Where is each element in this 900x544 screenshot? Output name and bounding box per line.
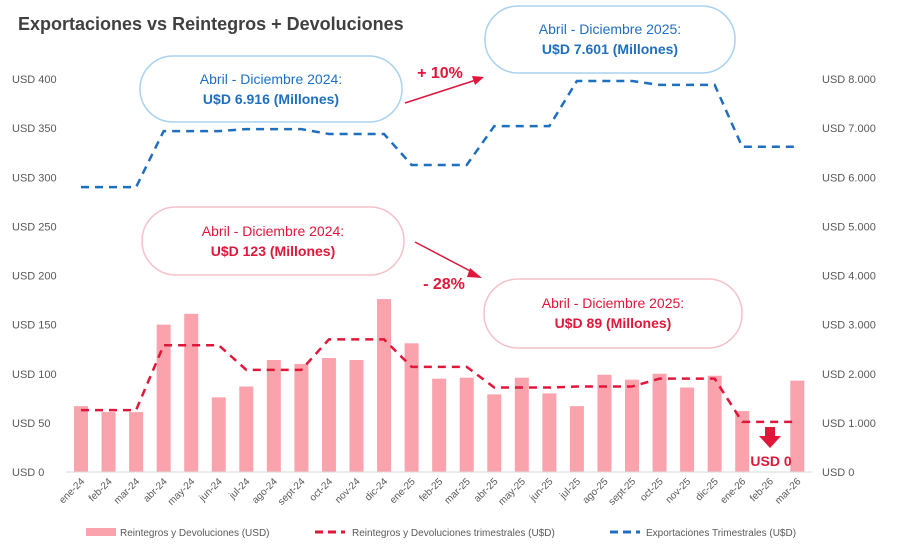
export-2025-box <box>484 5 736 74</box>
bar-oct-25 <box>652 373 667 472</box>
bar-ene-24 <box>74 406 88 472</box>
x-tick-label: mar-25 <box>443 476 473 506</box>
y-left-tick: USD 50 <box>12 418 51 430</box>
x-tick-label: may-25 <box>497 476 529 508</box>
x-tick-label: may-24 <box>166 476 198 508</box>
y-left-tick: USD 100 <box>12 369 57 381</box>
down-arrow-icon <box>759 427 781 448</box>
x-tick-label: feb-25 <box>417 476 445 504</box>
x-tick-label: oct-24 <box>308 476 336 504</box>
x-tick-label: ene-25 <box>388 476 418 506</box>
bar-dic-25 <box>707 375 722 472</box>
legend-label: Exportaciones Trimestrales (U$D) <box>646 528 796 539</box>
bar-abr-25 <box>487 394 502 472</box>
x-tick-label: nov-25 <box>664 476 694 506</box>
bar-feb-25 <box>432 378 447 472</box>
y-left-tick: USD 350 <box>12 123 57 135</box>
x-tick-label: sept-24 <box>276 476 308 508</box>
legend-label: Reintegros y Devoluciones trimestrales (… <box>352 528 555 539</box>
y-left-tick: USD 400 <box>12 74 57 86</box>
x-tick-label: ene-26 <box>719 476 749 506</box>
y-left-tick: USD 200 <box>12 271 57 283</box>
x-tick-label: feb-26 <box>748 476 776 504</box>
y-right-tick: USD 2.000 <box>822 369 876 381</box>
y-left-tick: USD 0 <box>12 467 44 479</box>
y-right-tick: USD 6.000 <box>822 172 876 184</box>
arrowhead-icon <box>472 76 484 85</box>
bar-jun-24 <box>211 397 226 472</box>
bar-jul-24 <box>239 386 254 472</box>
reint-2024-line2: U$D 123 (Millones) <box>211 243 335 259</box>
bar-ene-25 <box>404 343 419 472</box>
bar-jun-25 <box>542 393 557 472</box>
x-tick-label: sept-25 <box>607 476 639 508</box>
y-right-tick: USD 7.000 <box>822 123 876 135</box>
bar-ago-24 <box>266 359 281 472</box>
export-2024-box <box>139 55 403 123</box>
bar-jul-25 <box>569 406 584 472</box>
arrowhead-icon <box>467 268 482 278</box>
x-tick-label: oct-25 <box>638 476 666 504</box>
y-right-tick: USD 1.000 <box>822 418 876 430</box>
x-tick-label: jun-25 <box>527 476 555 504</box>
bar-sept-25 <box>625 379 639 472</box>
chart-title: Exportaciones vs Reintegros + Devolucion… <box>18 14 404 34</box>
x-tick-label: mar-24 <box>112 476 142 506</box>
reint-2025-box <box>483 278 743 349</box>
bar-nov-25 <box>680 387 695 472</box>
bar-may-24 <box>184 313 199 472</box>
y-left-tick: USD 250 <box>12 221 57 233</box>
bar-nov-24 <box>349 359 364 472</box>
export-2025-line2: U$D 7.601 (Millones) <box>542 41 678 57</box>
x-tick-label: ago-25 <box>581 476 611 506</box>
bar-feb-24 <box>101 412 116 472</box>
x-tick-label: dic-25 <box>694 476 721 503</box>
y-right-tick: USD 3.000 <box>822 320 876 332</box>
zero-label: USD 0 <box>750 453 791 469</box>
reint-2024-box <box>141 206 405 276</box>
legend-swatch-bar <box>86 528 116 536</box>
export-2024-line1: Abril - Diciembre 2024: <box>200 71 342 87</box>
y-left-tick: USD 300 <box>12 172 57 184</box>
x-tick-label: jul-25 <box>557 476 583 502</box>
y-left-tick: USD 150 <box>12 320 57 332</box>
bar-ago-25 <box>597 374 612 472</box>
x-tick-label: nov-24 <box>333 476 363 506</box>
export-2024-line2: U$D 6.916 (Millones) <box>203 91 339 107</box>
reint-change-arrow <box>414 241 475 274</box>
x-tick-label: jul-24 <box>227 476 253 502</box>
bar-dic-24 <box>377 299 392 472</box>
y-right-tick: USD 8.000 <box>822 74 876 86</box>
legend: Reintegros y Devoluciones (USD) Reintegr… <box>86 528 796 539</box>
x-tick-label: jun-24 <box>197 476 225 504</box>
series-line-2 <box>81 79 798 189</box>
reint-2024-line1: Abril - Diciembre 2024: <box>202 223 344 239</box>
series-line-1 <box>81 338 798 424</box>
bar-mar-26 <box>790 380 805 472</box>
bar-sept-24 <box>294 363 309 472</box>
y-right-tick: USD 0 <box>822 467 854 479</box>
bar-may-25 <box>514 377 529 472</box>
bar-oct-24 <box>321 358 336 472</box>
bar-mar-25 <box>459 377 474 472</box>
reint-2025-line1: Abril - Diciembre 2025: <box>542 295 684 311</box>
y-right-tick: USD 4.000 <box>822 271 876 283</box>
x-tick-label: feb-24 <box>87 476 115 504</box>
export-change-label: + 10% <box>417 65 463 82</box>
x-tick-label: ene-24 <box>57 476 87 506</box>
x-tick-label: dic-24 <box>363 476 390 503</box>
x-tick-label: mar-26 <box>773 476 803 506</box>
reint-2025-line2: U$D 89 (Millones) <box>555 315 672 331</box>
y-right-tick: USD 5.000 <box>822 221 876 233</box>
reint-change-label: - 28% <box>423 276 465 293</box>
x-tick-label: ago-24 <box>250 476 280 506</box>
bar-abr-24 <box>156 324 171 472</box>
legend-label: Reintegros y Devoluciones (USD) <box>120 528 270 539</box>
export-2025-line1: Abril - Diciembre 2025: <box>539 21 681 37</box>
bar-ene-26 <box>735 411 750 472</box>
export-change-arrow <box>404 79 477 104</box>
bar-mar-24 <box>129 412 144 472</box>
